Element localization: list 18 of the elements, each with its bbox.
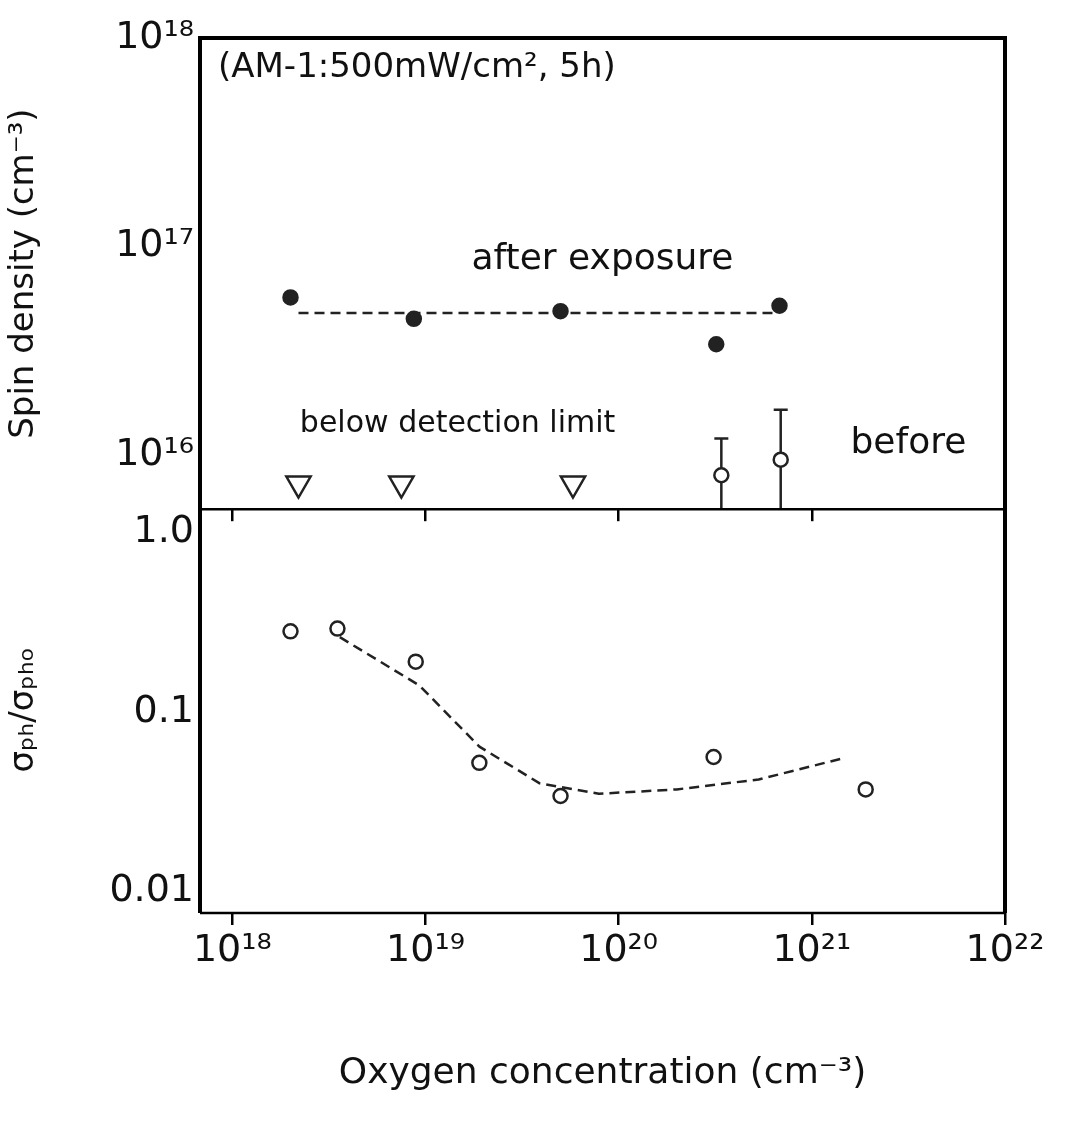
x-tick-label: 10²¹: [772, 925, 852, 970]
y-axis-title: Spin density (cm⁻³): [1, 108, 42, 439]
annotation: before: [850, 419, 967, 461]
chart-title: (AM-1:500mW/cm², 5h): [218, 44, 616, 85]
x-tick-label: 10²⁰: [579, 925, 659, 970]
y-tick-label: 10¹⁶: [115, 429, 194, 474]
y-tick-label: 10¹⁷: [115, 221, 194, 266]
y-axis-title: σₚₕ/σₚₕₒ: [1, 647, 42, 773]
y-tick-label: 0.01: [109, 866, 194, 911]
y-tick-label: 1.0: [133, 506, 194, 551]
annotation: below detection limit: [299, 404, 616, 440]
x-tick-label: 10¹⁹: [386, 925, 465, 970]
y-tick-label: 0.1: [133, 686, 194, 731]
x-axis-title: Oxygen concentration (cm⁻³): [338, 1049, 867, 1091]
x-tick-label: 10²²: [965, 925, 1045, 970]
annotation: after exposure: [471, 235, 734, 277]
x-tick-label: 10¹⁸: [192, 925, 272, 970]
y-tick-label: 10¹⁸: [115, 12, 194, 57]
